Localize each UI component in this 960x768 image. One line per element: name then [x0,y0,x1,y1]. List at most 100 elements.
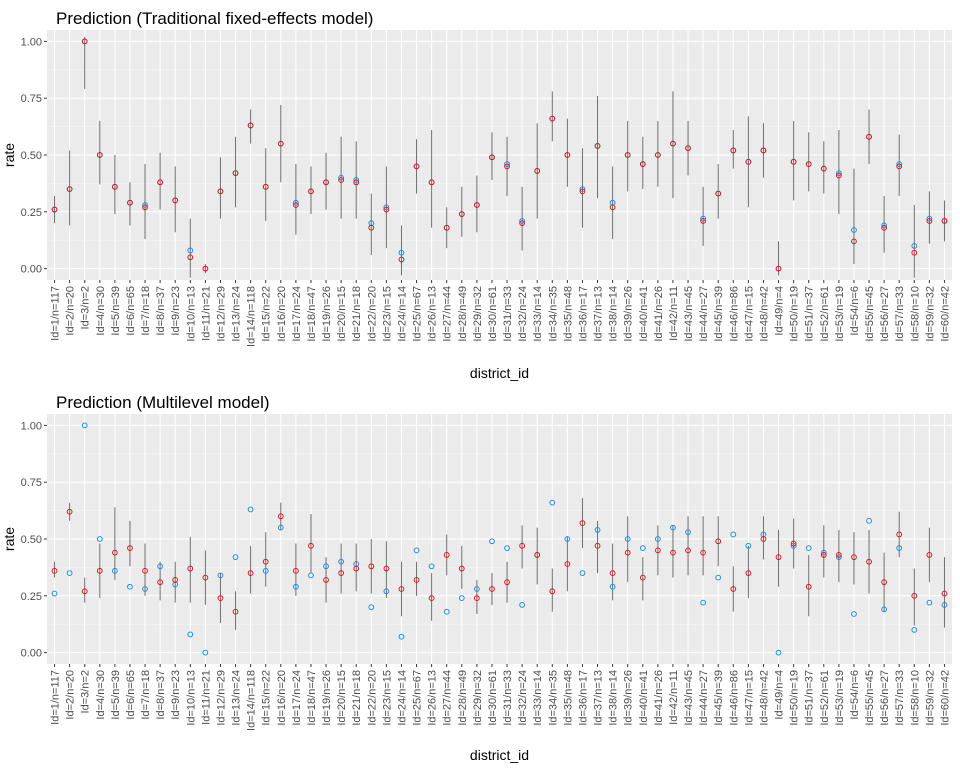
predicted-point [594,143,601,149]
x-tick-label: Id=13/n=24 [231,286,243,342]
x-tick-label: Id=21/n=18 [351,286,363,342]
observed-point [564,536,571,542]
predicted-point [323,577,329,583]
observed-point [383,588,390,595]
predicted-point [820,552,827,558]
x-tick-label: Id=39/n=26 [623,286,635,342]
x-tick-label: Id=24/n=14 [396,286,408,342]
predicted-point [790,158,797,165]
predicted-point [775,554,782,561]
observed-point [66,570,73,576]
observed-point [911,243,918,249]
observed-point [368,604,375,611]
predicted-point [247,122,254,129]
x-tick-label: Id=37/n=13 [593,670,605,726]
predicted-point [911,592,918,599]
observed-point [835,554,842,561]
x-tick-label: Id=31/n=33 [502,670,514,726]
predicted-point [66,508,73,515]
x-tick-label: Id=16/n=20 [276,286,288,342]
x-tick-label: Id=12/n=29 [215,670,227,726]
x-tick-label: Id=26/n=13 [427,286,439,342]
observed-point [579,570,586,576]
predicted-point [383,565,390,572]
observed-point [700,215,707,222]
x-tick-label: Id=51/n=37 [804,670,816,726]
predicted-point [564,561,571,567]
observed-point [866,517,872,524]
observed-point [700,599,707,606]
observed-point [308,572,314,579]
x-tick-label: Id=54/n=6 [849,286,861,336]
x-tick-label: Id=58/n=10 [909,670,921,726]
x-tick-label: Id=60/n=42 [939,670,951,726]
x-tick-label: Id=52/n=61 [819,286,831,342]
x-tick-label: Id=15/n=22 [261,670,273,726]
predicted-point [760,536,767,542]
predicted-point [127,545,133,551]
predicted-point [685,145,691,152]
observed-point [142,586,148,592]
predicted-point [202,574,209,581]
x-tick-label: Id=56/n=27 [879,286,891,342]
x-tick-label: Id=52/n=61 [819,670,831,726]
predicted-point [881,579,888,586]
x-tick-label: Id=1/n=117 [50,670,62,725]
predicted-point [639,161,646,167]
observed-point [504,545,510,551]
predicted-point [338,177,345,183]
predicted-point [835,172,842,179]
x-tick-label: Id=56/n=27 [879,670,891,726]
predicted-point [458,565,465,572]
x-axis-title: district_id [470,747,529,763]
observed-point [670,524,676,531]
observed-point [338,174,345,181]
predicted-point [624,549,631,556]
predicted-point [805,583,812,590]
x-tick-label: Id=48/n=42 [758,286,770,342]
observed-point [51,590,58,597]
x-tick-label: Id=54/n=6 [849,670,861,720]
x-tick-label: Id=32/n=24 [517,670,529,726]
observed-point [896,545,903,551]
predicted-point [172,577,179,583]
x-tick-label: Id=43/n=45 [683,670,695,726]
predicted-point [549,115,556,122]
x-tick-label: Id=47/n=15 [743,286,755,342]
predicted-point [941,590,948,597]
observed-point [353,177,360,183]
x-tick-label: Id=5/n=39 [110,286,122,336]
y-axis-title: rate [1,143,17,167]
predicted-point [489,586,495,592]
predicted-point [398,586,405,592]
x-tick-label: Id=51/n=37 [804,286,816,342]
predicted-point [338,570,345,576]
predicted-point [519,220,526,227]
predicted-point [172,197,179,204]
observed-point [443,608,450,615]
x-tick-label: Id=2/n=20 [65,670,77,720]
x-tick-label: Id=35/n=48 [562,670,574,726]
observed-point [458,595,465,601]
predicted-point [428,595,435,601]
observed-point [398,633,405,640]
observed-point [323,563,329,570]
predicted-point [81,588,88,595]
observed-point [745,542,752,549]
x-axis-title: district_id [470,365,529,381]
x-tick-label: Id=47/n=15 [743,670,755,726]
predicted-point [534,552,541,558]
x-tick-label: Id=33/n=14 [532,286,544,342]
predicted-point [851,554,857,561]
x-tick-label: Id=24/n=14 [396,670,408,726]
observed-point [609,583,616,590]
x-tick-label: Id=2/n=20 [65,286,77,336]
observed-point [81,422,88,429]
predicted-point [941,218,948,224]
x-tick-label: Id=43/n=45 [683,286,695,342]
x-tick-label: Id=28/n=49 [457,670,469,726]
predicted-point [292,202,299,208]
predicted-point [670,549,676,556]
x-tick-label: Id=55/n=45 [864,670,876,726]
predicted-point [489,154,495,161]
